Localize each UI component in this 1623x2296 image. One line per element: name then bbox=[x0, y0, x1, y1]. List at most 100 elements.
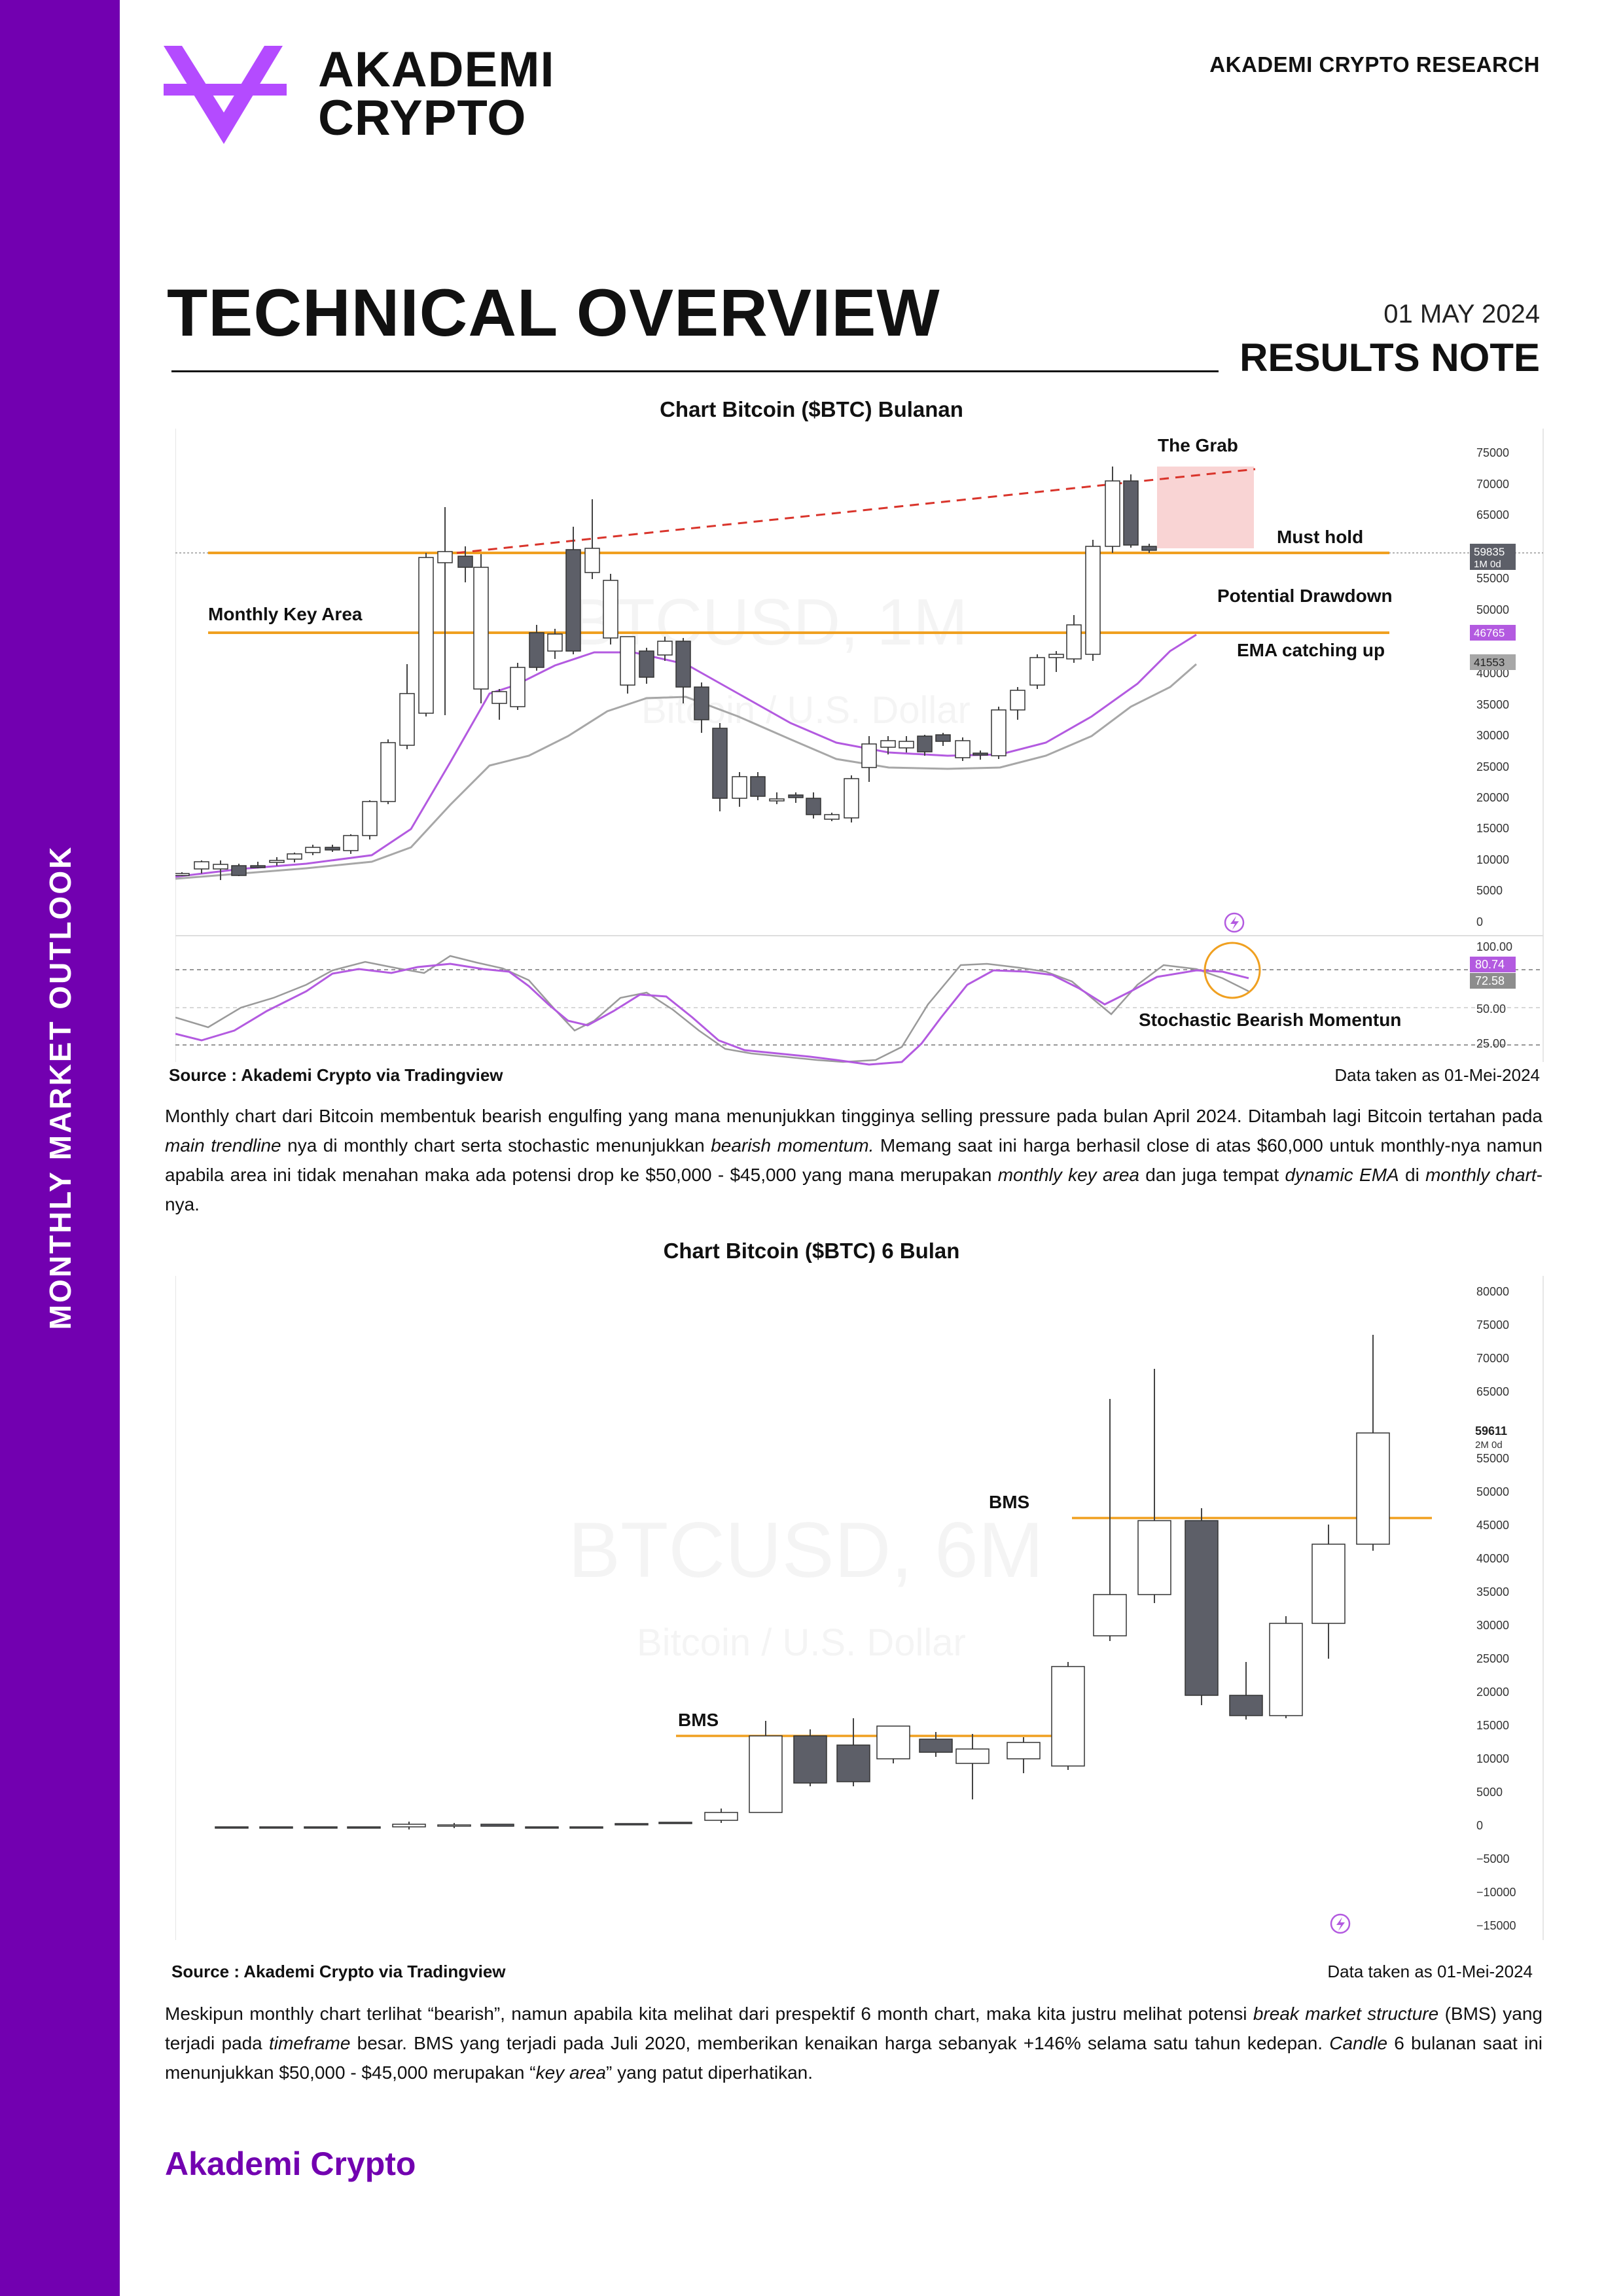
stoch-tick-100: 100.00 bbox=[1476, 940, 1512, 953]
candle-body bbox=[876, 1725, 910, 1759]
chart1-watermark-sub: Bitcoin / U.S. Dollar bbox=[641, 689, 971, 732]
ann-the-grab: The Grab bbox=[1158, 435, 1238, 455]
ann-ema-catching-up: EMA catching up bbox=[1237, 640, 1385, 660]
chart2-watermark-sub: Bitcoin / U.S. Dollar bbox=[637, 1621, 966, 1664]
candle-body bbox=[603, 580, 618, 639]
chart2-price-axis: 8000075000700006500055000500004500040000… bbox=[1476, 1285, 1516, 1932]
chart1-price-tick: 30000 bbox=[1476, 729, 1509, 742]
candle-body bbox=[844, 778, 859, 819]
candle-body bbox=[343, 835, 359, 851]
candle-body bbox=[1105, 480, 1120, 547]
candle-body bbox=[935, 734, 951, 742]
results-note: RESULTS NOTE bbox=[1240, 336, 1540, 380]
candle-body bbox=[919, 1739, 953, 1753]
sidebar: MONTHLY MARKET OUTLOOK bbox=[0, 0, 120, 2296]
candle-body bbox=[231, 865, 247, 876]
candle-body bbox=[380, 742, 396, 802]
chart1-price-tick: 10000 bbox=[1476, 853, 1509, 866]
page-title: TECHNICAL OVERVIEW bbox=[167, 275, 940, 350]
grab-highlight-box bbox=[1157, 467, 1254, 548]
chart2-price-tick: 50000 bbox=[1476, 1485, 1509, 1498]
stoch-tick-25: 25.00 bbox=[1476, 1037, 1506, 1050]
lightning-icon bbox=[1330, 1913, 1351, 1934]
logo-line-2: CRYPTO bbox=[318, 90, 527, 146]
chart2-watermark: BTCUSD, 6M bbox=[568, 1506, 1044, 1594]
chart2-source: Source : Akademi Crypto via Tradingview bbox=[171, 1962, 506, 1981]
chart1-watermark: BTCUSD, 1M bbox=[571, 586, 968, 659]
candle-body bbox=[1093, 1594, 1127, 1636]
stoch-label1: 80.74 bbox=[1475, 958, 1505, 971]
stochastic-highlight-circle bbox=[1204, 942, 1261, 999]
candle-body bbox=[1051, 1666, 1085, 1767]
research-label: AKADEMI CRYPTO RESEARCH bbox=[1209, 52, 1540, 77]
candle-body bbox=[1066, 624, 1082, 660]
chart2-price-tick: 30000 bbox=[1476, 1619, 1509, 1632]
candle-body bbox=[769, 798, 785, 802]
candle-body bbox=[510, 667, 526, 707]
candle-body bbox=[899, 741, 914, 749]
candle-body bbox=[569, 1826, 603, 1829]
stochastic-d-line bbox=[175, 955, 1249, 1063]
candle-body bbox=[1048, 654, 1064, 658]
candle-body bbox=[917, 735, 933, 752]
six-month-candles bbox=[215, 1335, 1390, 1829]
footer-brand: Akademi Crypto bbox=[165, 2146, 416, 2182]
candle-body bbox=[675, 641, 691, 688]
chart1-price-tick: 20000 bbox=[1476, 791, 1509, 804]
candle-body bbox=[788, 794, 804, 798]
price-label-sub: 1M 0d bbox=[1474, 559, 1501, 570]
chart2-six-month: BTCUSD, 6M Bitcoin / U.S. Dollar BMS BMS… bbox=[175, 1276, 1544, 1940]
chart1-price-tick: 35000 bbox=[1476, 698, 1509, 711]
candle-body bbox=[525, 1826, 559, 1829]
candle-body bbox=[1029, 657, 1045, 686]
chart1-price-tick: 50000 bbox=[1476, 603, 1509, 616]
candle-body bbox=[1123, 480, 1139, 546]
candle-body bbox=[712, 728, 728, 799]
ema-slow-line bbox=[175, 663, 1197, 880]
candle-body bbox=[836, 1744, 870, 1782]
chart1-data-taken: Data taken as 01-Mei-2024 bbox=[1334, 1065, 1540, 1085]
candle-body bbox=[704, 1812, 738, 1821]
stoch-label2: 72.58 bbox=[1475, 974, 1505, 987]
candle-body bbox=[639, 650, 654, 678]
candle-body bbox=[806, 798, 821, 815]
ann-monthly-key-area: Monthly Key Area bbox=[208, 604, 363, 624]
ema2-label: 41553 bbox=[1474, 656, 1505, 669]
candle-body bbox=[732, 776, 747, 799]
chart2-price-tick: 20000 bbox=[1476, 1686, 1509, 1699]
candle-body bbox=[399, 693, 415, 746]
candle-body bbox=[1085, 546, 1101, 655]
candle-body bbox=[1229, 1695, 1263, 1716]
candle-body bbox=[418, 557, 434, 714]
chart1-price-tick: 70000 bbox=[1476, 478, 1509, 491]
candle-body bbox=[620, 636, 635, 686]
candle-body bbox=[1007, 1742, 1041, 1759]
chart2-data-taken: Data taken as 01-Mei-2024 bbox=[1327, 1962, 1533, 1981]
candle-body bbox=[473, 567, 489, 690]
chart2-price-tick: −5000 bbox=[1476, 1852, 1510, 1865]
candle-body bbox=[362, 801, 378, 836]
stoch-label1-box bbox=[1470, 957, 1516, 972]
lightning-icon bbox=[1224, 912, 1245, 933]
chart1-price-tick: 25000 bbox=[1476, 760, 1509, 773]
candle-body bbox=[250, 865, 266, 868]
stoch-label2-box bbox=[1470, 973, 1516, 989]
candle-body bbox=[991, 709, 1007, 756]
candle-body bbox=[584, 548, 600, 573]
chart1-price-tick: 65000 bbox=[1476, 508, 1509, 521]
chart2-price-tick: 75000 bbox=[1476, 1318, 1509, 1332]
ema-label-box bbox=[1470, 625, 1516, 641]
candle-body bbox=[880, 740, 896, 748]
chart2-price-tick: 5000 bbox=[1476, 1786, 1503, 1799]
chart2-price-label-sub: 2M 0d bbox=[1475, 1439, 1503, 1451]
candle-body bbox=[657, 641, 673, 656]
stochastic-k-line bbox=[175, 963, 1249, 1066]
candle-body bbox=[480, 1824, 514, 1827]
candle-body bbox=[955, 1748, 990, 1764]
chart2-price-tick: −10000 bbox=[1476, 1886, 1516, 1899]
chart1-price-tick: 75000 bbox=[1476, 446, 1509, 459]
candle-body bbox=[749, 1735, 783, 1813]
price-label: 59835 bbox=[1474, 546, 1505, 558]
candle-body bbox=[1356, 1432, 1390, 1545]
candle-body bbox=[615, 1823, 649, 1826]
